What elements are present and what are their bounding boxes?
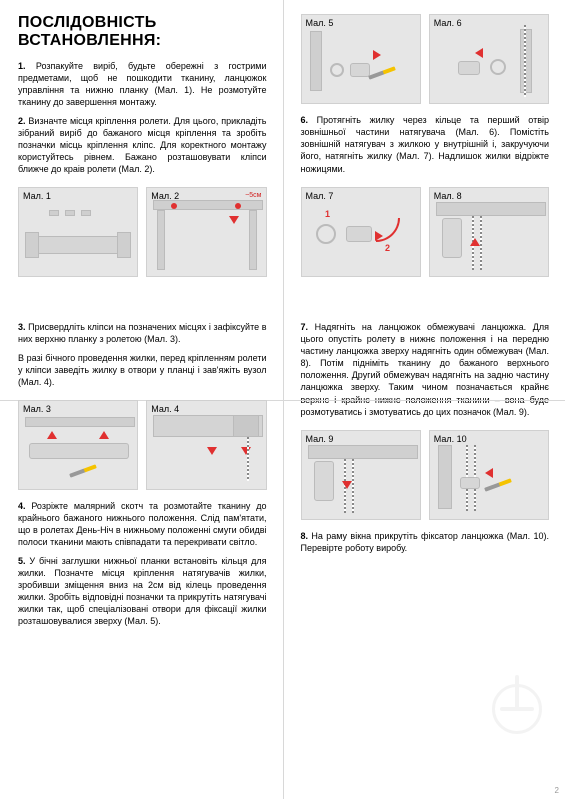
figure-row-7-8: Мал. 7 1 2 Мал. 8 [301,187,550,277]
step-1-num: 1. [18,61,26,71]
figure-row-5-6: Мал. 5 Мал. 6 [301,14,550,104]
step-8: 8. На раму вікна прикрутіть фіксатор лан… [301,530,550,554]
figure-5-label: Мал. 5 [306,18,334,28]
step-4-text: Розріжте малярний скотч та розмотайте тк… [18,501,267,547]
figure-row-3-4: Мал. 3 Мал. 4 [18,400,267,490]
figure-2-label: Мал. 2 [151,191,179,201]
figure-7: Мал. 7 1 2 [301,187,421,277]
step-6: 6. Протягніть жилку через кільце та перш… [301,114,550,175]
figure-9-label: Мал. 9 [306,434,334,444]
step-7-text: Надягніть на ланцюжок обмежувачі ланцюжк… [301,322,550,417]
step-6-text: Протягніть жилку через кільце та перший … [301,115,550,174]
page-title: ПОСЛІДОВНІСТЬ ВСТАНОВЛЕННЯ: [18,14,267,50]
figure-4: Мал. 4 [146,400,266,490]
figure-3-label: Мал. 3 [23,404,51,414]
step-3-num: 3. [18,322,26,332]
figure-1-label: Мал. 1 [23,191,51,201]
page-number: 2 [555,786,559,795]
figure-10-label: Мал. 10 [434,434,467,444]
step-3: 3. Присвердліть кліпси на позначених міс… [18,321,267,345]
figure-row-9-10: Мал. 9 Мал. 10 [301,430,550,520]
step-2: 2. Визначте місця кріплення ролети. Для … [18,115,267,176]
figure-4-label: Мал. 4 [151,404,179,414]
step-5: 5. У бічні заглушки нижньої планки встан… [18,555,267,628]
figure-8-label: Мал. 8 [434,191,462,201]
step-3a: В разі бічного проведення жилки, перед к… [18,352,267,388]
figure-5: Мал. 5 [301,14,421,104]
figure-9: Мал. 9 [301,430,421,520]
dim-5cm: ~5см [245,192,261,199]
step-7: 7. Надягніть на ланцюжок обмежувачі ланц… [301,321,550,418]
figure-6: Мал. 6 [429,14,549,104]
step-4-num: 4. [18,501,26,511]
figure-10: Мал. 10 [429,430,549,520]
watermark-icon [487,679,547,739]
num-2: 2 [382,242,394,254]
figure-7-label: Мал. 7 [306,191,334,201]
figure-6-label: Мал. 6 [434,18,462,28]
step-8-num: 8. [301,531,309,541]
vertical-divider [283,0,284,799]
step-3-text: Присвердліть кліпси на позначених місцях… [18,322,267,344]
step-4: 4. Розріжте малярний скотч та розмотайте… [18,500,267,549]
step-2-num: 2. [18,116,26,126]
figure-2: Мал. 2 ~5см [146,187,266,277]
step-6-num: 6. [301,115,309,125]
figure-3: Мал. 3 [18,400,138,490]
figure-1: Мал. 1 [18,187,138,277]
step-5-text: У бічні заглушки нижньої планки встанові… [18,556,267,627]
step-5-num: 5. [18,556,26,566]
step-8-text: На раму вікна прикрутіть фіксатор ланцюж… [301,531,550,553]
step-1-text: Розпакуйте виріб, будьте обережні з гост… [18,61,267,107]
figure-row-1-2: Мал. 1 Мал. 2 ~5см [18,187,267,277]
step-7-num: 7. [301,322,309,332]
num-1: 1 [322,208,334,220]
step-2-text: Визначте місця кріплення ролети. Для цьо… [18,116,267,175]
step-1: 1. Розпакуйте виріб, будьте обережні з г… [18,60,267,109]
figure-8: Мал. 8 [429,187,549,277]
